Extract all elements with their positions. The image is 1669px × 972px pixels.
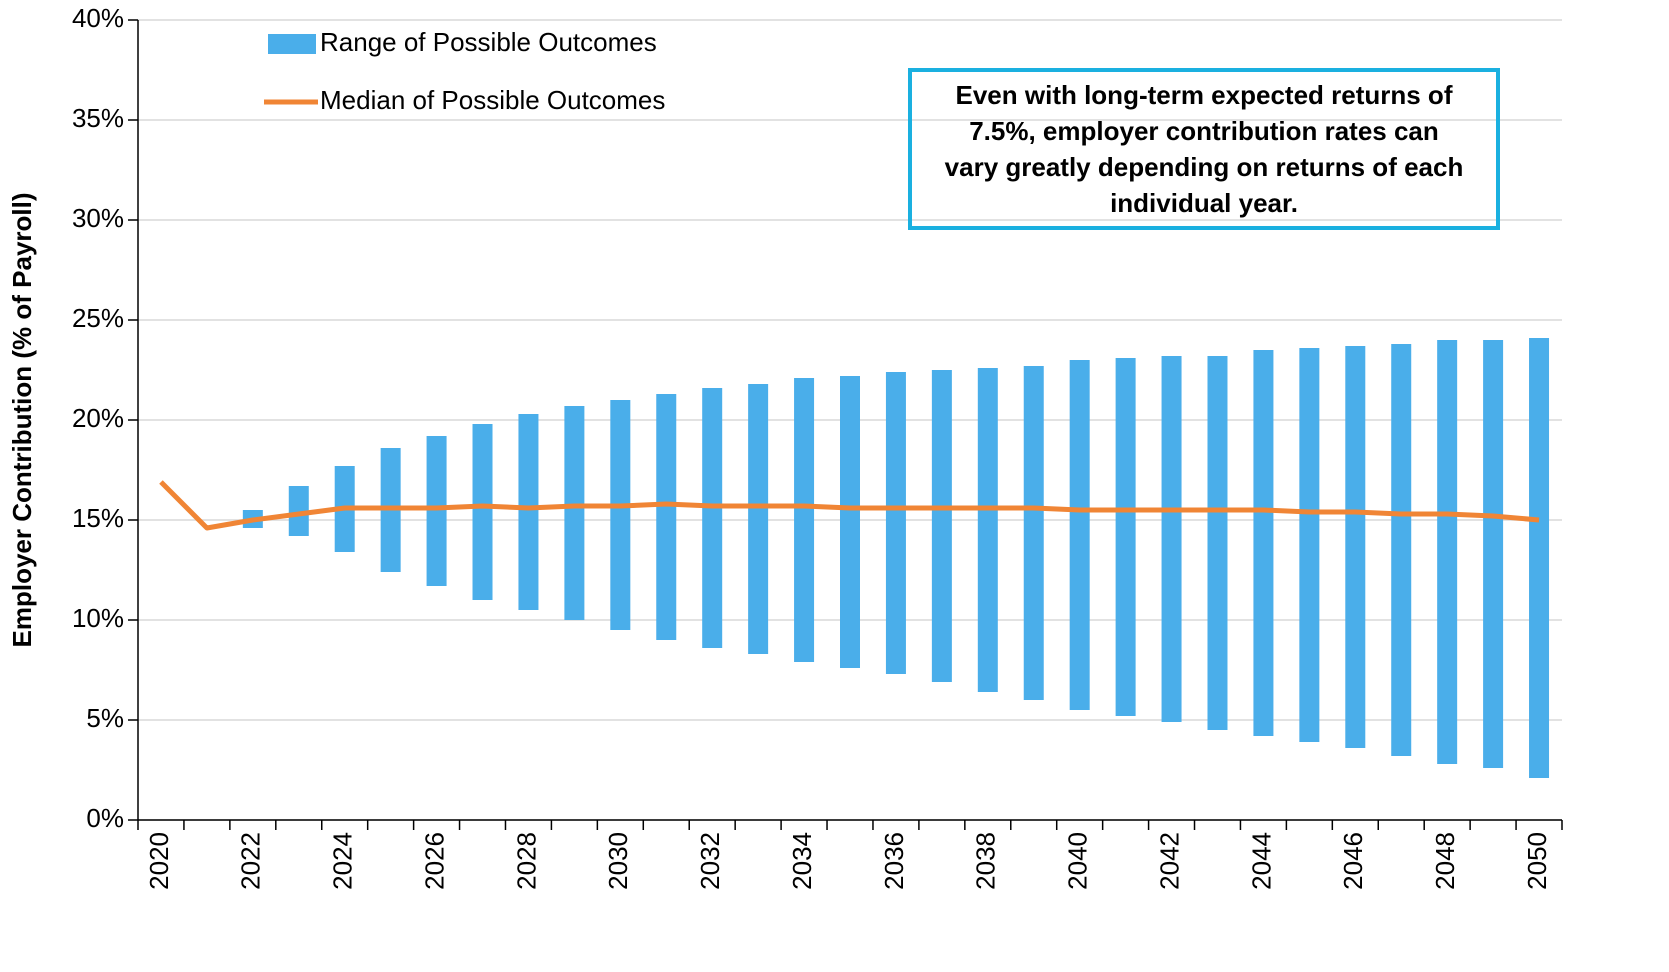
x-tick-label: 2048 xyxy=(1430,832,1460,890)
legend-label: Median of Possible Outcomes xyxy=(320,85,665,115)
x-tick-label: 2046 xyxy=(1338,832,1368,890)
y-tick-label: 40% xyxy=(72,3,124,33)
x-tick-label: 2028 xyxy=(511,832,541,890)
range-bar xyxy=(1023,366,1044,700)
x-tick-label: 2022 xyxy=(236,832,266,890)
x-tick-label: 2036 xyxy=(879,832,909,890)
x-tick-label: 2026 xyxy=(419,832,449,890)
x-tick-label: 2042 xyxy=(1154,832,1184,890)
median-line xyxy=(159,480,1540,531)
range-bar xyxy=(702,388,723,648)
range-bar xyxy=(656,394,677,640)
range-bar xyxy=(518,414,539,610)
range-bar xyxy=(977,368,998,692)
range-bar xyxy=(1391,344,1412,756)
range-bar xyxy=(1069,360,1090,710)
legend-label: Range of Possible Outcomes xyxy=(320,27,657,57)
x-tick-label: 2030 xyxy=(603,832,633,890)
range-bar xyxy=(426,436,447,586)
range-bar xyxy=(794,378,815,662)
range-bar xyxy=(885,372,906,674)
x-tick-label: 2050 xyxy=(1522,832,1552,890)
range-bar xyxy=(564,406,585,620)
y-tick-label: 35% xyxy=(72,103,124,133)
range-bar xyxy=(840,376,860,668)
range-bar xyxy=(1253,350,1274,736)
y-tick-label: 5% xyxy=(86,703,124,733)
y-axis-label: Employer Contribution (% of Payroll) xyxy=(7,192,37,647)
range-bar xyxy=(610,400,631,630)
range-bar xyxy=(1483,340,1504,768)
x-tick-label: 2040 xyxy=(1063,832,1093,890)
y-tick-label: 0% xyxy=(86,803,124,833)
range-bar xyxy=(1207,356,1228,730)
x-tick-label: 2038 xyxy=(971,832,1001,890)
range-bar xyxy=(748,384,769,654)
y-tick-label: 25% xyxy=(72,303,124,333)
range-bar xyxy=(931,370,952,682)
y-tick-label: 20% xyxy=(72,403,124,433)
range-bar xyxy=(1299,348,1320,742)
range-bar xyxy=(1529,338,1550,778)
y-tick-label: 30% xyxy=(72,203,124,233)
y-tick-label: 15% xyxy=(72,503,124,533)
range-bar xyxy=(1345,346,1366,748)
range-bar xyxy=(288,486,309,536)
range-bar xyxy=(1161,356,1182,722)
x-tick-label: 2024 xyxy=(328,832,358,890)
legend-swatch xyxy=(268,34,316,54)
range-bar xyxy=(1437,340,1458,764)
range-bar xyxy=(472,424,493,600)
annotation: Even with long-term expected returns of … xyxy=(908,68,1500,230)
range-bar xyxy=(1115,358,1136,716)
y-tick-label: 10% xyxy=(72,603,124,633)
x-tick-label: 2044 xyxy=(1246,832,1276,890)
x-tick-label: 2020 xyxy=(144,832,174,890)
x-tick-label: 2034 xyxy=(787,832,817,890)
x-tick-label: 2032 xyxy=(695,832,725,890)
